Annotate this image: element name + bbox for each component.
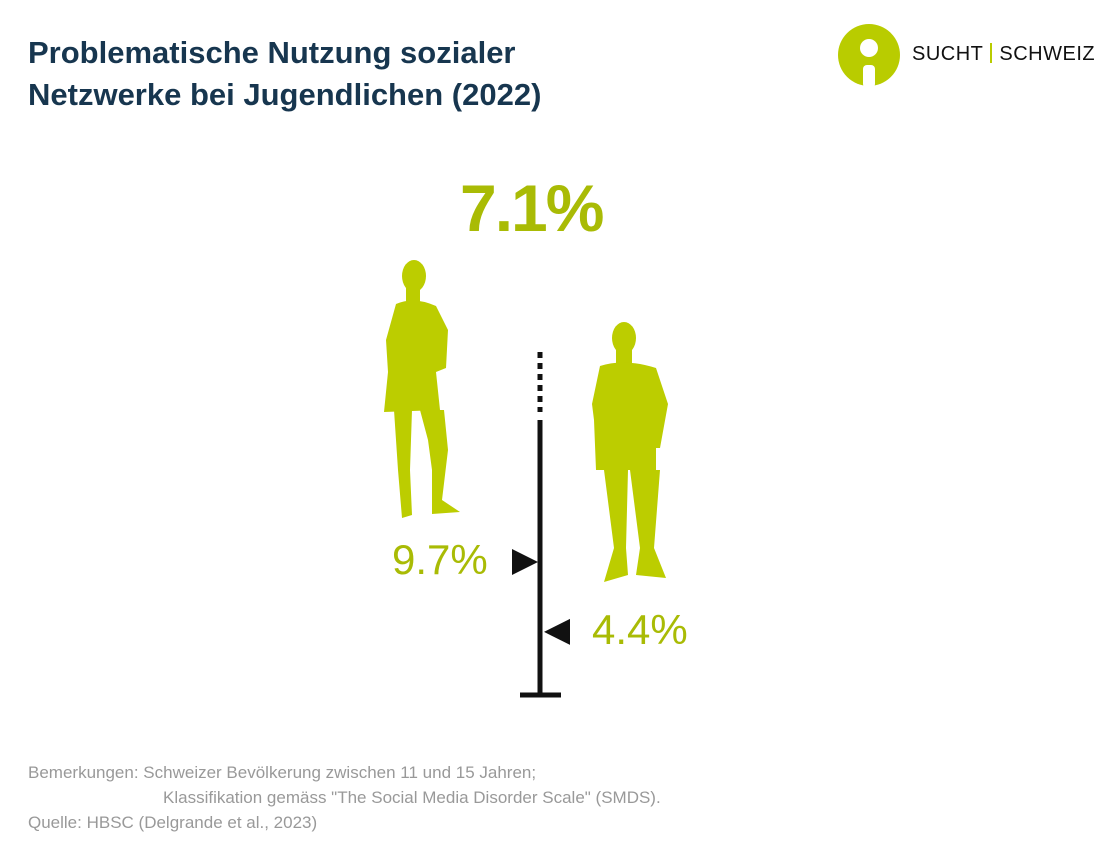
- logo-text-left: SUCHT: [912, 43, 984, 65]
- logo-separator: [990, 43, 993, 63]
- notes-line-2: Klassifikation gemäss "The Social Media …: [163, 788, 661, 807]
- male-figure-icon: [592, 322, 668, 582]
- logo-icon: [838, 24, 900, 88]
- page-title: Problematische Nutzung sozialer Netzwerk…: [28, 32, 541, 116]
- title-line-1: Problematische Nutzung sozialer: [28, 35, 516, 70]
- notes-line-1: Bemerkungen: Schweizer Bevölkerung zwisc…: [28, 763, 537, 782]
- female-figure-icon: [384, 260, 460, 518]
- female-value-marker: [512, 548, 538, 575]
- title-line-2: Netzwerke bei Jugendlichen (2022): [28, 77, 542, 112]
- female-value-label: 9.7%: [392, 535, 488, 583]
- source-note: Quelle: HBSC (Delgrande et al., 2023): [28, 813, 318, 832]
- logo-text: SUCHT SCHWEIZ: [912, 43, 1095, 66]
- male-value-marker: [544, 618, 570, 645]
- logo-text-right: SCHWEIZ: [999, 43, 1096, 65]
- sucht-schweiz-logo: SUCHT SCHWEIZ: [838, 24, 1095, 88]
- male-value-label: 4.4%: [592, 605, 688, 653]
- notes: Bemerkungen: Schweizer Bevölkerung zwisc…: [28, 760, 661, 835]
- total-value: 7.1%: [460, 171, 604, 245]
